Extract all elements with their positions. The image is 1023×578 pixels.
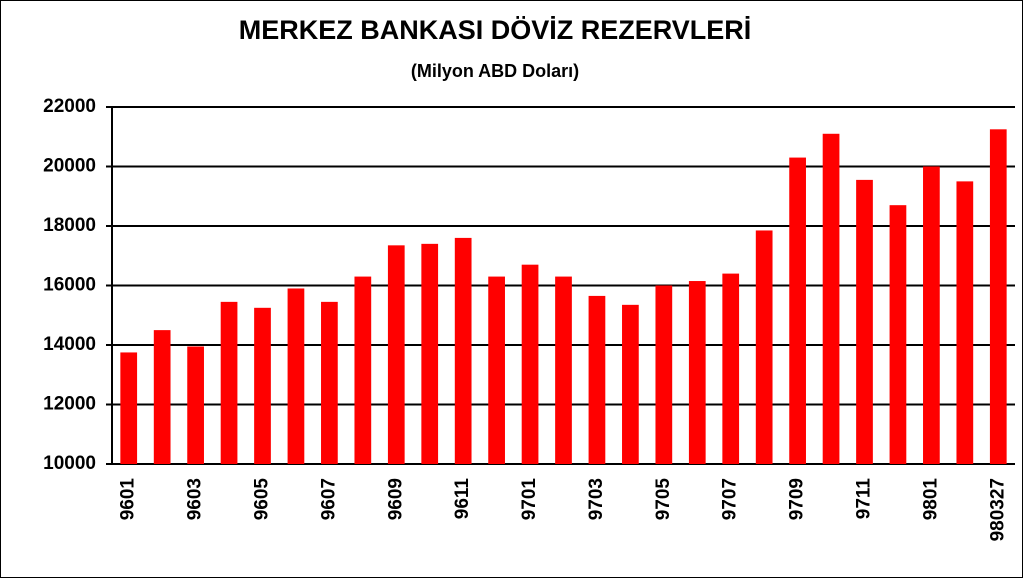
bar	[989, 129, 1007, 464]
bar	[722, 273, 740, 464]
x-tick-label: 9611	[452, 478, 473, 520]
bar	[354, 276, 372, 464]
y-tick-label: 22000	[43, 96, 96, 117]
bar	[755, 230, 773, 464]
y-tick-label: 16000	[43, 275, 96, 296]
bar	[688, 281, 706, 464]
bar	[655, 285, 673, 464]
bar	[822, 133, 840, 464]
bar	[923, 166, 940, 464]
bar	[187, 346, 204, 464]
y-tick-label: 20000	[43, 156, 96, 177]
bar	[321, 301, 338, 464]
bar	[521, 264, 539, 464]
x-tick-label: 9603	[185, 478, 206, 520]
bar	[287, 288, 305, 464]
bar	[454, 237, 472, 464]
x-tick-label: 9601	[118, 478, 139, 521]
bar	[153, 330, 171, 464]
bar	[421, 243, 439, 464]
x-tick-label: 9605	[252, 478, 273, 521]
x-tick-label: 9705	[653, 478, 674, 521]
chart-title: MERKEZ BANKASI DÖVİZ REZERVLERİ	[239, 15, 752, 45]
bar	[254, 307, 271, 464]
bar	[789, 157, 806, 464]
x-tick-label: 9609	[385, 478, 406, 520]
x-tick-label: 9701	[519, 478, 540, 521]
chart-subtitle: (Milyon ABD Doları)	[411, 61, 579, 81]
bar	[622, 304, 639, 464]
x-tick-label: 9709	[787, 478, 808, 520]
x-tick-label: 9703	[586, 478, 607, 520]
bar	[387, 245, 405, 464]
x-tick-label: 9711	[854, 478, 875, 520]
x-tick-label: 980327	[987, 478, 1008, 541]
bar	[588, 295, 606, 464]
y-tick-label: 14000	[43, 334, 96, 355]
x-tick-label: 9707	[720, 478, 741, 520]
y-tick-label: 18000	[43, 215, 96, 236]
bar	[555, 276, 572, 464]
y-tick-label: 10000	[43, 453, 96, 474]
bar	[889, 205, 907, 465]
y-tick-label: 12000	[43, 394, 96, 415]
bar	[856, 179, 873, 464]
bar	[120, 352, 138, 464]
x-tick-label: 9801	[920, 478, 941, 521]
bar	[956, 181, 974, 464]
bar	[488, 276, 505, 464]
bar	[220, 301, 238, 464]
x-tick-label: 9607	[318, 478, 339, 520]
